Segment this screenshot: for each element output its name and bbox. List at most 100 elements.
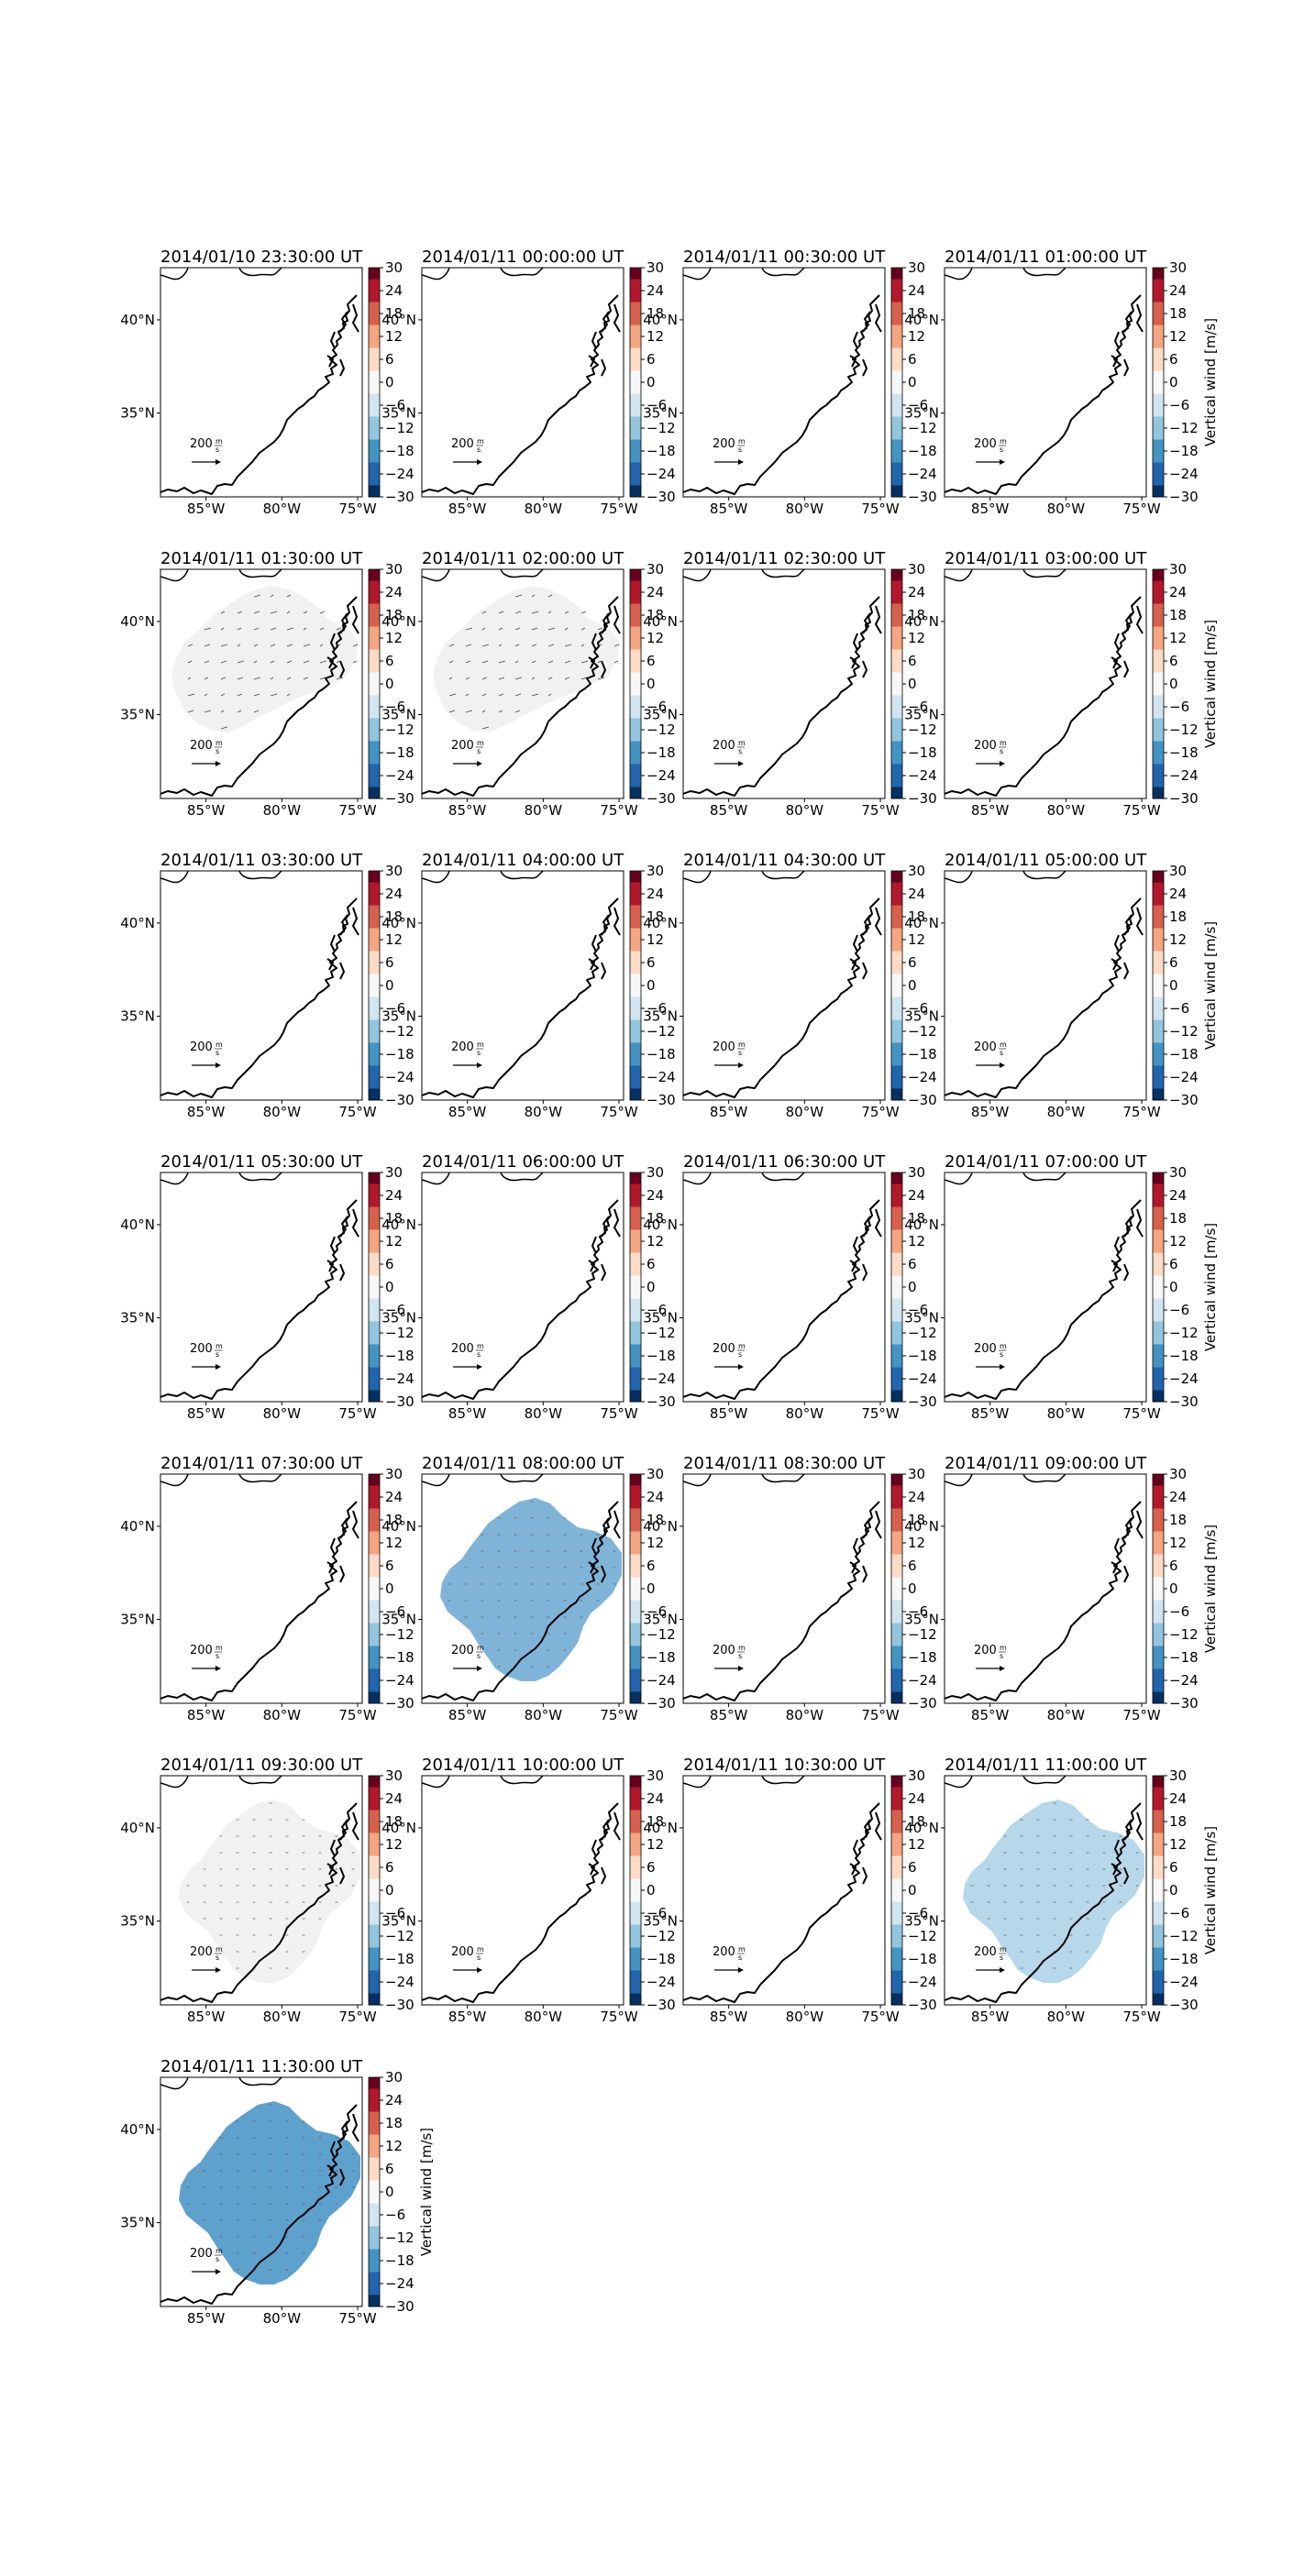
colorbar-tick-label: −30	[646, 1997, 676, 2013]
coastline	[160, 596, 359, 797]
map-content	[160, 1474, 359, 1701]
colorbar-segment	[369, 776, 380, 787]
colorbar-segment	[630, 569, 641, 581]
lat-tick-label: 35°N	[381, 707, 416, 723]
wind-vector	[531, 644, 537, 647]
wind-vector	[204, 710, 212, 713]
lat-tick-label: 35°N	[643, 1612, 678, 1628]
wind-vector	[253, 594, 261, 598]
colorbar-segment	[630, 1077, 641, 1089]
colorbar-segment	[1153, 1241, 1164, 1253]
colorbar-tick-label: −24	[385, 1672, 414, 1689]
map-background	[945, 268, 1146, 497]
colorbar-segment	[1153, 1554, 1164, 1567]
colorbar-segment	[1153, 1218, 1164, 1230]
colorbar-tick-label: 6	[1169, 1558, 1178, 1574]
colorbar-segment	[891, 314, 902, 325]
colorbar-segment	[1153, 1787, 1164, 1800]
colorbar-tick-label: −6	[1169, 1905, 1189, 1921]
wind-vector	[220, 644, 228, 647]
colorbar-segment	[630, 1787, 641, 1800]
lat-tick-label: 35°N	[120, 707, 155, 723]
colorbar-tick-label: −30	[385, 1997, 414, 2013]
colorbar-tick-label: −18	[385, 1348, 414, 1364]
colorbar-segment	[1153, 1993, 1164, 2006]
colorbar-tick-label: 12	[646, 630, 664, 646]
colorbar: 30 24 18 12 6 0 −6 −12 −18 −24 −30	[890, 561, 937, 807]
colorbar-segment	[630, 302, 641, 314]
colorbar-tick-label: −24	[908, 1672, 937, 1689]
panel-title: 2014/01/11 01:30:00 UT	[160, 549, 363, 568]
colorbar-segment	[1153, 405, 1164, 417]
colorbar-segment	[369, 1913, 380, 1925]
scale-arrow-unit-top: m	[216, 1945, 223, 1954]
scale-arrow-value: 200	[713, 739, 735, 753]
colorbar-segment	[369, 347, 380, 360]
map-panel-18: 2014/01/11 08:30:00 UT 200 ms 85°W 80°W 75°W 4…	[643, 1454, 936, 1723]
wind-vector	[481, 677, 488, 680]
scale-arrow-head	[216, 1364, 221, 1370]
great-lakes-shoreline	[945, 1172, 1066, 1185]
colorbar-segment	[1153, 291, 1164, 303]
scale-arrow-unit-bottom: s	[738, 446, 742, 454]
colorbar-segment	[891, 1936, 902, 1948]
colorbar-segment	[369, 1508, 380, 1521]
colorbar-segment	[630, 1172, 641, 1184]
map-frame	[160, 267, 363, 498]
map-background	[422, 1172, 624, 1402]
colorbar-tick-label: 6	[385, 2161, 394, 2177]
colorbar-segment	[891, 707, 902, 719]
colorbar-tick-label: −18	[1169, 443, 1199, 459]
lat-tick-label: 35°N	[904, 1913, 939, 1930]
wind-vector	[220, 611, 226, 614]
colorbar-segment	[630, 1229, 641, 1242]
colorbar: 30 24 18 12 6 0 −6 −12 −18 −24 −30 Vertical wind [m…	[1152, 259, 1219, 505]
map-background	[683, 268, 885, 497]
colorbar-tick-label: −6	[908, 1000, 928, 1017]
lon-tick-label: 75°W	[338, 2009, 377, 2025]
wind-vector	[448, 693, 457, 697]
colorbar-segment	[369, 1008, 380, 1020]
colorbar-segment	[630, 1878, 641, 1891]
colorbar-tick-label: 18	[385, 1813, 403, 1830]
colorbar-segment	[630, 1890, 641, 1902]
lat-tick-label: 40°N	[120, 1820, 155, 1836]
map-content	[683, 1172, 882, 1400]
colorbar-segment	[630, 1799, 641, 1811]
wind-vector	[237, 693, 243, 697]
scale-arrow-value: 200	[713, 437, 735, 451]
colorbar-segment	[891, 1776, 902, 1788]
wind-vector	[187, 693, 195, 697]
colorbar-tick-label: 12	[646, 1535, 664, 1551]
colorbar-segment	[891, 462, 902, 475]
scale-arrow-unit-bottom: s	[1000, 1652, 1003, 1660]
colorbar-tick-label: 12	[385, 328, 403, 345]
colorbar-segment	[630, 1970, 641, 1983]
colorbar-segment	[630, 1867, 641, 1879]
great-lakes-shoreline	[945, 1474, 1066, 1487]
colorbar-segment	[891, 996, 902, 1009]
colorbar-segment	[369, 1485, 380, 1498]
lon-tick-label: 75°W	[338, 501, 377, 517]
colorbar-segment	[369, 1844, 380, 1856]
colorbar-segment	[630, 1776, 641, 1788]
colorbar-segment	[369, 695, 380, 708]
lat-tick-label: 40°N	[381, 915, 416, 931]
colorbar-segment	[891, 615, 902, 627]
colorbar-tick-label: 18	[908, 607, 925, 623]
colorbar-tick-label: 0	[646, 1279, 656, 1295]
wind-vector	[270, 627, 277, 631]
scale-arrow-value: 200	[190, 1342, 213, 1356]
colorbar-segment	[369, 268, 380, 280]
scale-arrow-value: 200	[974, 1040, 997, 1054]
lon-tick-label: 75°W	[1122, 2009, 1161, 2025]
colorbar-tick-label: −12	[1169, 1325, 1199, 1341]
colorbar-segment	[630, 1065, 641, 1078]
colorbar-segment	[369, 1310, 380, 1322]
coastline	[160, 897, 359, 1098]
colorbar-tick-label: −18	[1169, 1046, 1199, 1062]
lon-tick-label: 85°W	[187, 1707, 226, 1723]
colorbar-segment	[1153, 1042, 1164, 1055]
colorbar-tick-label: −24	[908, 1974, 937, 1990]
scale-arrow: 200 ms	[713, 437, 746, 465]
